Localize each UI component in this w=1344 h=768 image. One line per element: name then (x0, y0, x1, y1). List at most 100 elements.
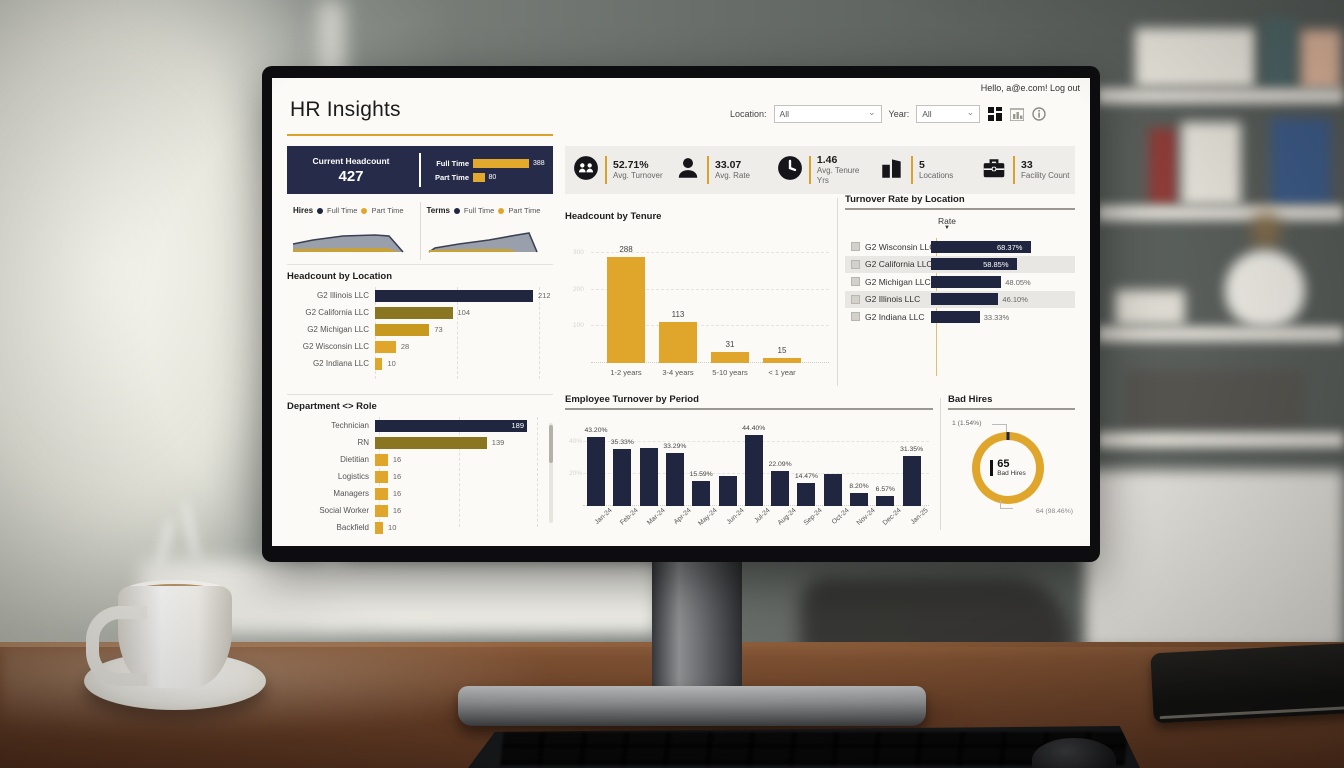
kpi-accent-bar (707, 156, 709, 184)
hires-area-chart[interactable] (291, 222, 409, 256)
column-bar (797, 482, 816, 506)
column[interactable]: 8.20% Nov-24 (849, 483, 876, 527)
bar-value: 104 (457, 308, 471, 317)
column[interactable]: Jun-24 (718, 476, 745, 526)
column[interactable]: 35.33% Feb-24 (611, 439, 640, 526)
table-row: Dietitian 16 (287, 451, 553, 468)
kpi-accent-bar (605, 156, 607, 184)
dept-scrollbar[interactable] (549, 423, 553, 523)
bar-category-label: Managers (333, 489, 369, 498)
column[interactable]: 6.57% Dec-24 (876, 486, 903, 527)
headcount-by-tenure-title: Headcount by Tenure (565, 211, 662, 222)
column[interactable]: 31 5-10 years (711, 340, 749, 377)
expand-icon[interactable] (851, 259, 860, 269)
bar[interactable]: 189 (375, 419, 527, 432)
column[interactable]: Oct-24 (823, 474, 850, 526)
kpi-card: 33.07 Avg. Rate (667, 146, 769, 194)
bar-category-label: G2 Michigan LLC (307, 325, 369, 334)
bar[interactable] (375, 470, 388, 483)
column[interactable]: 43.20% Jan-24 (584, 427, 613, 526)
bar-value: 10 (387, 359, 396, 368)
rate-column-header[interactable]: Rate ▼ (930, 216, 964, 231)
table-row[interactable]: G2 California LLC 58.85% (845, 255, 1075, 273)
data-bar[interactable] (931, 275, 1002, 288)
bar[interactable] (375, 289, 533, 302)
column[interactable]: 113 3-4 years (659, 310, 697, 377)
data-bar[interactable] (931, 240, 1031, 253)
table-row: Technician 189 (287, 417, 553, 434)
bar[interactable] (375, 453, 388, 466)
kpi-strip: 52.71% Avg. Turnover 33.07 Avg. Rate 1.46 Avg… (565, 146, 1075, 194)
bar[interactable] (375, 306, 453, 319)
hr-dashboard: Hello, a@e.com! Log out HR Insights Loca… (272, 78, 1090, 546)
table-row[interactable]: G2 Michigan LLC 48.05% (845, 273, 1075, 291)
column[interactable]: 44.40% Jul-24 (742, 425, 771, 525)
column[interactable]: 15 < 1 year (763, 346, 801, 377)
bar[interactable] (375, 504, 388, 517)
bar[interactable] (375, 487, 388, 500)
x-tick-label: < 1 year (768, 368, 796, 377)
table-row[interactable]: G2 Indiana LLC 33.33% (845, 308, 1075, 326)
hires-trend-panel: Hires Full Time Part Time (287, 202, 420, 260)
column[interactable]: Mar-24 (639, 448, 666, 527)
kpi-card: 5 Locations (871, 146, 973, 194)
headcount-by-location-panel: Headcount by Location G2 Illinois LLC 212… (287, 264, 553, 395)
column-value: 22.09% (768, 460, 792, 468)
column-bar (692, 481, 711, 506)
column[interactable]: 33.29% Apr-24 (663, 443, 692, 526)
column[interactable]: 22.09% Aug-24 (769, 461, 798, 527)
bad-hires-title: Bad Hires (948, 394, 993, 405)
bar-category-label: Logistics (337, 472, 369, 481)
user-greeting-link[interactable]: Hello, a@e.com! Log out (980, 83, 1080, 93)
column[interactable]: 14.47% Sep-24 (795, 473, 824, 527)
column-value: 35.33% (610, 439, 634, 447)
table-row: G2 Wisconsin LLC 28 (287, 338, 553, 355)
column[interactable]: 288 1-2 years (607, 245, 645, 377)
bar[interactable] (375, 323, 430, 336)
column[interactable]: 31.35% Jan-25 (900, 446, 929, 526)
bar-value: 10 (388, 523, 397, 532)
info-icon[interactable] (1031, 107, 1046, 122)
bar[interactable] (375, 436, 487, 449)
data-bar[interactable] (931, 293, 999, 306)
year-filter-select[interactable]: All ⌄ (916, 105, 981, 123)
column-bar (613, 449, 632, 506)
bar-value: 73 (434, 325, 443, 334)
gridline (591, 252, 829, 253)
kpi-accent-bar (911, 156, 913, 184)
bar-chart-icon[interactable] (1009, 107, 1024, 122)
column[interactable]: 15.59% May-24 (690, 471, 719, 527)
data-bar[interactable] (931, 258, 1018, 271)
column-value: 31.35% (900, 445, 924, 453)
headcount-bar[interactable] (473, 158, 529, 168)
location-name: G2 California LLC (865, 259, 933, 270)
bar-category-label: Backfield (336, 523, 369, 532)
layout-grid-icon[interactable] (987, 107, 1002, 122)
location-name: G2 Indiana LLC (865, 311, 925, 322)
location-filter-select[interactable]: All ⌄ (773, 105, 882, 123)
data-bar[interactable] (931, 310, 980, 323)
bar[interactable] (375, 340, 396, 353)
expand-icon[interactable] (851, 242, 860, 252)
expand-icon[interactable] (851, 312, 860, 322)
table-row: Social Worker 16 (287, 502, 553, 519)
callout-line (1000, 500, 1013, 509)
expand-icon[interactable] (851, 294, 860, 304)
bar-mark-icon (990, 460, 994, 476)
bookshelf (1085, 0, 1344, 660)
bad-hires-donut[interactable]: 65 Bad Hires (972, 432, 1044, 504)
terms-area-chart[interactable] (425, 222, 543, 256)
column-value: 113 (671, 309, 685, 319)
table-row[interactable]: G2 Illinois LLC 46.10% (845, 290, 1075, 308)
headcount-bar[interactable] (473, 172, 485, 182)
bar[interactable] (375, 357, 383, 370)
y-tick-label: 40% (569, 438, 583, 445)
column-bar (607, 257, 645, 363)
panel-divider (940, 398, 941, 530)
bar[interactable] (375, 521, 384, 534)
kpi-label: Locations (919, 171, 954, 180)
table-row[interactable]: G2 Wisconsin LLC 68.37% (845, 238, 1075, 256)
terms-legend-part: Part Time (508, 206, 541, 215)
expand-icon[interactable] (851, 277, 860, 287)
full-time-dot-icon (317, 207, 324, 214)
